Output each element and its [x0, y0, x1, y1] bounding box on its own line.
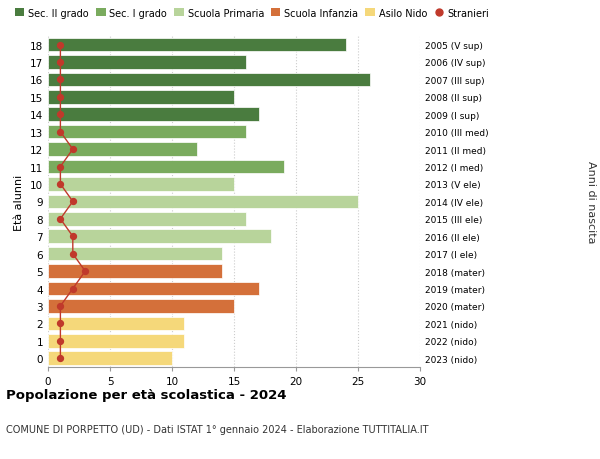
- Point: [56, 337, 65, 345]
- Bar: [48, 160, 284, 174]
- Bar: [48, 352, 172, 365]
- Bar: [48, 213, 247, 226]
- Bar: [48, 300, 234, 313]
- Point: [68, 285, 77, 292]
- Point: [56, 216, 65, 223]
- Point: [56, 59, 65, 67]
- Bar: [48, 247, 221, 261]
- Bar: [48, 317, 184, 330]
- Point: [56, 129, 65, 136]
- Point: [56, 42, 65, 49]
- Y-axis label: Età alunni: Età alunni: [14, 174, 25, 230]
- Bar: [48, 56, 247, 70]
- Bar: [48, 143, 197, 157]
- Point: [68, 233, 77, 241]
- Bar: [48, 73, 370, 87]
- Text: COMUNE DI PORPETTO (UD) - Dati ISTAT 1° gennaio 2024 - Elaborazione TUTTITALIA.I: COMUNE DI PORPETTO (UD) - Dati ISTAT 1° …: [6, 425, 428, 435]
- Bar: [48, 108, 259, 122]
- Bar: [48, 265, 221, 278]
- Point: [68, 198, 77, 206]
- Point: [68, 251, 77, 258]
- Point: [56, 302, 65, 310]
- Point: [56, 112, 65, 119]
- Legend: Sec. II grado, Sec. I grado, Scuola Primaria, Scuola Infanzia, Asilo Nido, Stran: Sec. II grado, Sec. I grado, Scuola Prim…: [11, 5, 493, 22]
- Bar: [48, 334, 184, 348]
- Bar: [48, 195, 358, 209]
- Point: [68, 146, 77, 153]
- Bar: [48, 282, 259, 296]
- Point: [80, 268, 90, 275]
- Bar: [48, 230, 271, 244]
- Bar: [48, 91, 234, 104]
- Point: [56, 94, 65, 101]
- Point: [56, 181, 65, 188]
- Point: [56, 77, 65, 84]
- Bar: [48, 126, 247, 139]
- Point: [56, 355, 65, 362]
- Text: Popolazione per età scolastica - 2024: Popolazione per età scolastica - 2024: [6, 388, 287, 401]
- Point: [56, 163, 65, 171]
- Text: Anni di nascita: Anni di nascita: [586, 161, 596, 243]
- Bar: [48, 178, 234, 191]
- Point: [56, 320, 65, 327]
- Bar: [48, 39, 346, 52]
